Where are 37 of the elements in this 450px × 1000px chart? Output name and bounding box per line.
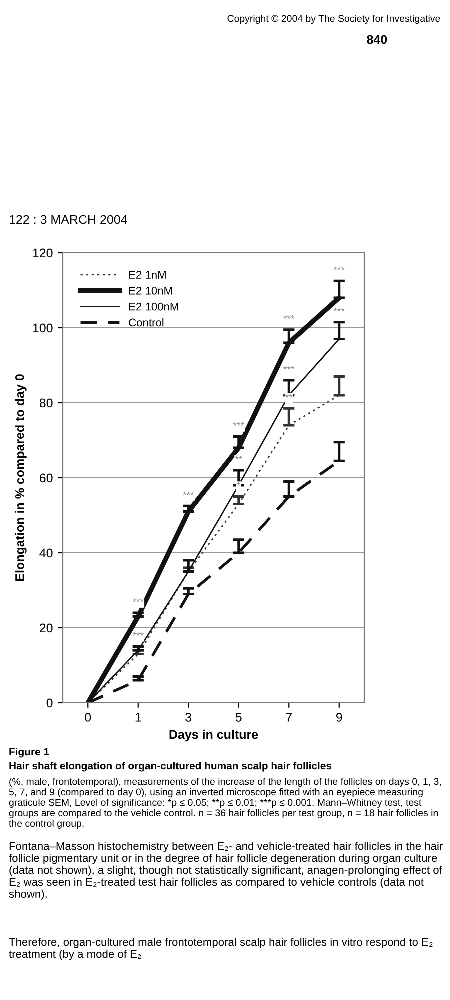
text: Fontana–Masson histochemistry between E₂- and vehicle-treated hair follicles in the hair follicle pigmentary unit or in the degree of hair follicle degeneration during organ culture (data not shown), a slight, though not statistically significant, anagen-prolonging effect of E₂ was seen in E₂-treated test hair follicles as compared to vehicle controls (data not shown). — [9, 842, 443, 900]
y-tick-label: 120 — [33, 248, 53, 258]
y-tick-label: 60 — [40, 474, 53, 483]
annotation: *** — [132, 632, 144, 636]
annotation: *** — [284, 366, 295, 370]
annotation: ** — [235, 456, 243, 460]
legend-label: E2 100nM — [129, 302, 178, 311]
text: Copyright © 2004 by The Society for Investigative — [228, 15, 440, 24]
legend-label: E2 10nM — [129, 286, 172, 295]
x-tick-label: 5 — [236, 713, 242, 722]
x-tick-label: 3 — [186, 713, 192, 722]
text: 122 : 3 MARCH 2004 — [10, 215, 128, 224]
text: Figure 1 — [10, 748, 50, 758]
x-tick-label: 9 — [336, 713, 342, 722]
text: (%, male, frontotemporal), measurements of the increase of the length of the follicles on days 0, 1, 3, 5, 7, and 9 (compared to day 0), using an inverted microscope fitted with an eyepiece measuring graticule SEM, Level of significance: *p ≤ 0.05; **p ≤ 0.01; ***p ≤ 0.001. Mann–Whitney test, test groups are compared to the vehicle control. n = 36 hair follicles per test group, n = 18 hair follicles in the control group. — [9, 778, 441, 829]
legend-label: E2 1nM — [129, 271, 166, 279]
annotation: ** — [285, 394, 293, 398]
annotation: *** — [233, 422, 244, 426]
annotation: *** — [183, 492, 194, 496]
x-axis-title: Days in culture — [170, 730, 258, 742]
annotation: *** — [334, 266, 345, 270]
y-tick-label: 20 — [40, 624, 53, 633]
y-tick-label: 100 — [33, 324, 53, 333]
y-tick-label: 0 — [46, 698, 53, 708]
x-tick-label: 0 — [85, 713, 92, 722]
text: Therefore, organ-cultured male frontotemporal scalp hair follicles in vitro respond to E₂ treatment (by a mode of E₂ — [9, 938, 433, 960]
y-tick-label: 40 — [40, 548, 53, 558]
text: 840 — [367, 35, 388, 44]
annotation: *** — [132, 598, 144, 602]
annotation: *** — [284, 316, 295, 320]
legend-label: Control — [129, 318, 164, 327]
y-tick-label: 80 — [40, 398, 53, 408]
y-axis-title: Elongation in % compared to day 0 — [15, 374, 27, 581]
text: Hair shaft elongation of organ-cultured human scalp hair follicles — [10, 762, 332, 772]
x-tick-label: 7 — [286, 713, 292, 722]
annotation: *** — [334, 308, 345, 312]
x-tick-label: 1 — [136, 713, 142, 722]
